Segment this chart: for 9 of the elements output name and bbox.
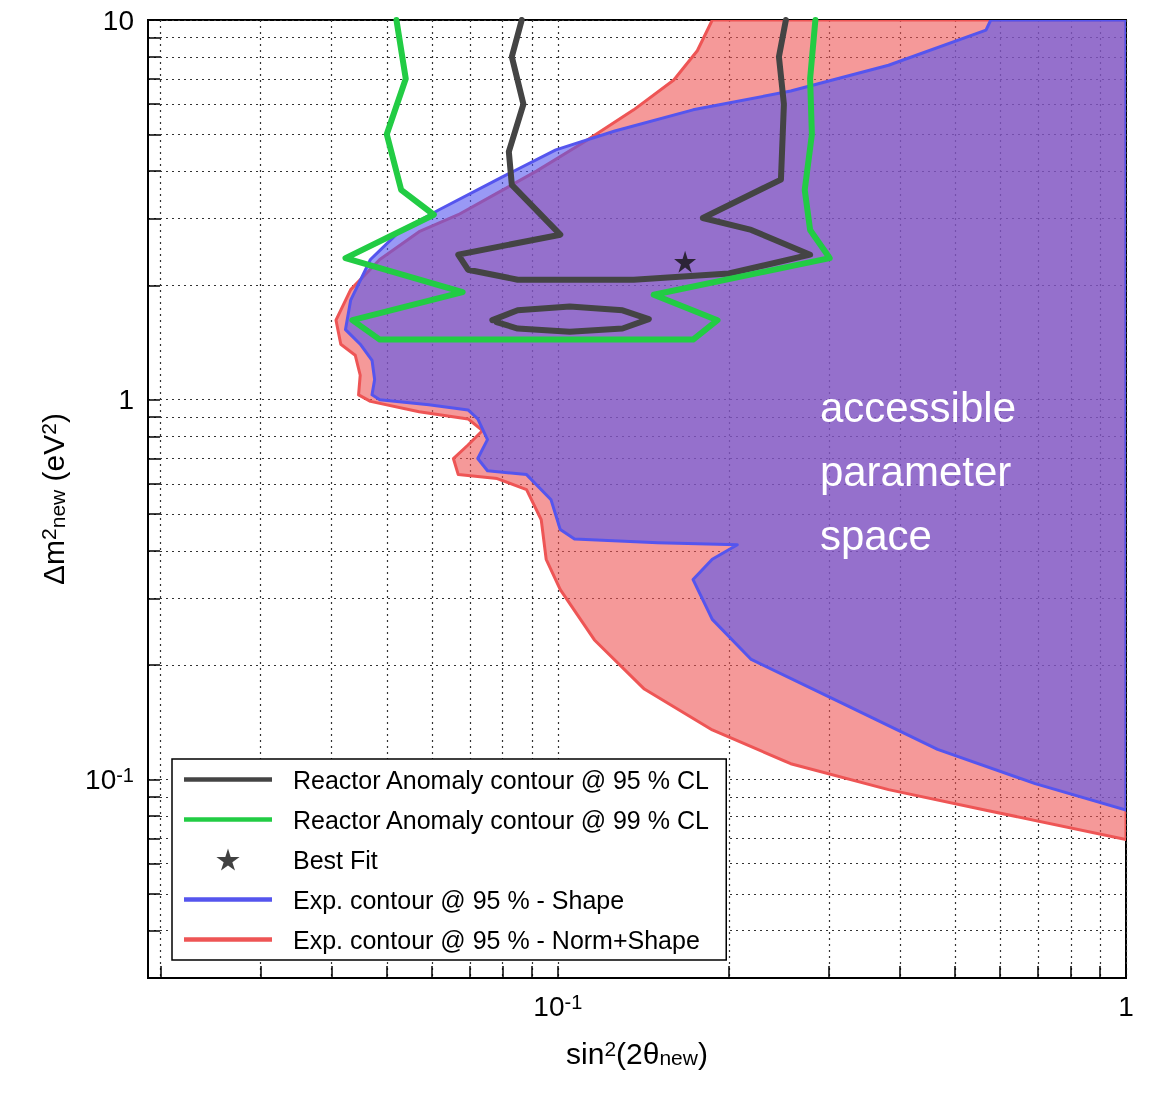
legend-label: Reactor Anomaly contour @ 99 % CL bbox=[293, 805, 709, 834]
y-axis-title: Δm2new (eV2) bbox=[36, 413, 70, 585]
annotation: accessible parameter space bbox=[819, 383, 1017, 559]
legend-label: Exp. contour @ 95 % - Shape bbox=[293, 885, 625, 914]
legend-label: Best Fit bbox=[293, 845, 378, 874]
legend-label: Exp. contour @ 95 % - Norm+Shape bbox=[293, 925, 700, 954]
y-tick-label: 1 bbox=[118, 384, 135, 416]
legend-label: Reactor Anomaly contour @ 95 % CL bbox=[293, 765, 709, 794]
y-tick-label: 10 bbox=[102, 4, 135, 36]
